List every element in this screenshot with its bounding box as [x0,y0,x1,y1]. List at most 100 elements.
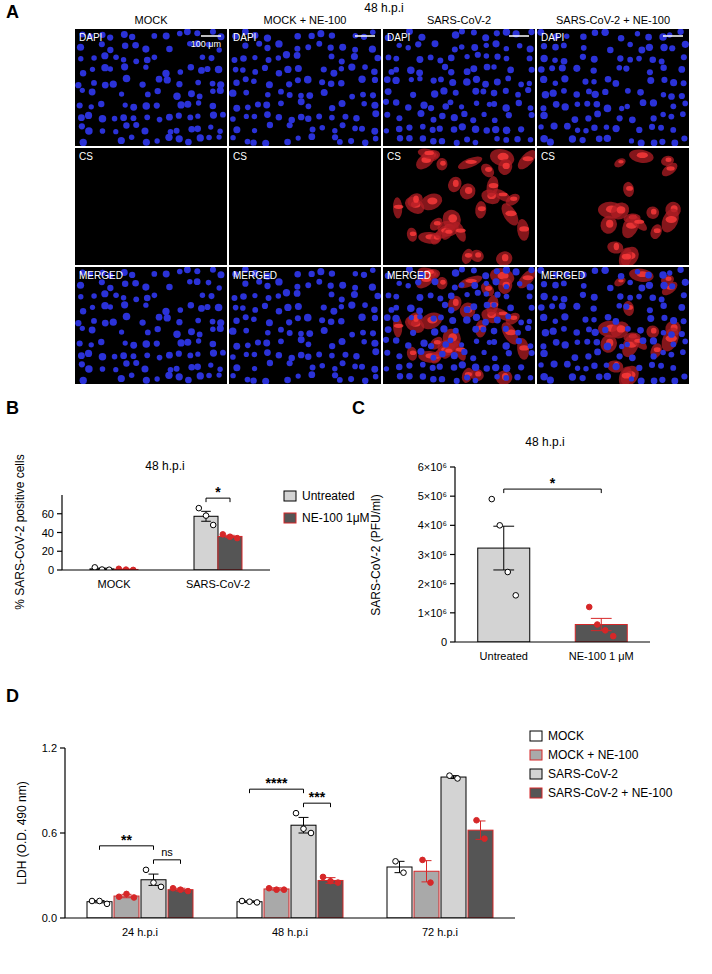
nucleus [252,352,258,358]
nucleus [298,336,305,343]
nucleus [362,140,369,146]
cs-stain [445,230,452,234]
cs-stain [505,211,516,217]
nucleus [459,282,465,288]
nucleus [635,31,640,36]
nucleus [430,138,436,144]
nucleus [339,297,345,303]
nucleus [264,283,270,289]
nucleus [549,65,555,71]
nucleus [442,302,448,308]
nucleus [392,315,399,322]
nucleus [151,33,157,39]
nucleus [339,100,346,107]
nucleus [619,106,624,111]
nucleus [143,340,151,348]
nucleus [667,270,672,275]
nucleus [472,126,479,133]
nucleus [306,92,313,99]
nucleus [517,281,523,287]
nucleus [470,65,477,72]
nucleus [528,375,533,380]
nucleus [383,99,389,105]
nucleus [585,353,591,359]
nucleus [107,34,113,40]
nucleus [210,111,217,118]
nucleus [618,35,624,41]
cs-stain [608,199,633,223]
nucleus [491,339,497,345]
nucleus [410,92,416,98]
nucleus [671,140,678,146]
cs-stain [413,149,438,173]
nucleus [284,377,291,384]
nucleus [679,93,685,99]
nucleus [165,372,172,379]
nucleus [121,31,128,38]
nucleus [575,101,581,107]
nucleus [573,329,579,335]
cs-stain [427,197,437,204]
nucleus [329,353,335,359]
nucleus [529,305,535,311]
nucleus [640,337,647,344]
nucleus [385,88,392,95]
nucleus [668,114,674,120]
nucleus [185,377,192,384]
nucleus [647,77,654,84]
nucleus [667,32,672,37]
nucleus [319,79,325,85]
cs-stain [485,175,500,198]
nucleus [396,353,402,359]
nucleus [502,104,509,111]
nucleus [592,267,599,274]
data-point [170,885,176,891]
nucleus [196,338,201,343]
nucleus [386,55,392,61]
legend-label: MOCK + NE-100 [548,748,639,762]
nucleus [432,40,439,47]
nucleus [494,374,500,380]
nucleus [504,294,510,300]
nucleus [233,105,240,112]
data-point [393,859,399,865]
nucleus [206,135,212,141]
cs-stain [478,206,486,211]
nucleus [515,92,521,98]
data-point [447,773,453,779]
data-point [227,534,233,540]
nucleus [287,92,293,98]
nucleus [564,123,571,130]
nucleus [472,326,479,333]
nucleus [188,64,194,70]
nucleus [242,281,248,287]
nucleus [596,136,603,143]
nucleus [407,67,415,75]
data-point [274,887,280,893]
nucleus [252,293,257,298]
cs-stain [394,205,404,209]
nucleus [464,292,469,297]
nucleus [681,373,687,379]
nucleus [629,138,634,143]
nucleus [80,308,86,314]
nucleus [194,268,200,274]
nucleus [619,344,624,349]
nucleus [659,377,665,383]
image-background [537,148,689,265]
nucleus [540,135,548,143]
nucleus [525,87,531,93]
data-point [210,522,216,528]
nucleus [645,272,652,279]
legend-swatch [284,491,296,501]
nucleus [141,365,148,372]
nucleus [601,29,608,36]
nucleus [154,376,159,381]
data-point [455,776,461,782]
nucleus [316,279,322,285]
nucleus [284,304,291,311]
nucleus [348,63,355,70]
nucleus [188,328,195,335]
nucleus [420,135,426,141]
nucleus [143,65,148,70]
